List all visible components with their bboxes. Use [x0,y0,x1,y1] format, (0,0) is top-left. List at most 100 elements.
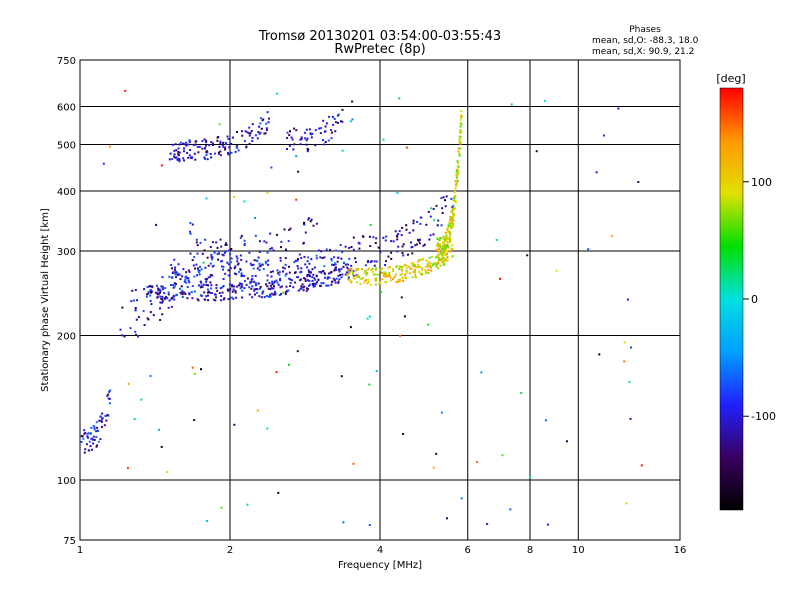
data-point [368,315,371,318]
data-point [419,266,422,268]
data-point [231,136,234,139]
data-point [448,250,451,253]
data-point [291,138,294,141]
data-point [388,271,391,274]
data-point [387,267,390,270]
data-point [267,263,270,266]
data-point [355,269,358,272]
data-point [204,147,206,150]
data-point [367,279,369,282]
data-point [448,239,451,242]
data-point [119,328,122,331]
data-point [243,287,246,290]
data-point [446,256,449,259]
data-point [288,265,290,268]
data-point [330,129,333,131]
data-point [300,138,303,141]
data-point [399,274,402,276]
data-point [351,272,354,275]
data-point [145,295,148,298]
data-point [258,265,261,268]
data-point [82,437,85,440]
data-point [401,245,404,248]
x-tick-label: 10 [572,545,585,556]
data-point [93,426,96,429]
data-point [402,433,405,435]
data-point [90,437,93,440]
data-point [348,278,351,281]
data-point [526,254,529,257]
data-point [460,115,463,118]
data-point [301,283,304,286]
data-point [313,282,316,285]
data-point [322,270,325,272]
data-point [216,139,219,142]
data-point [269,288,272,291]
data-point [149,300,152,302]
data-point [341,149,344,152]
data-point [254,293,256,296]
data-point [173,153,176,156]
data-point [443,241,446,244]
data-point [352,276,355,279]
data-point [366,272,369,275]
data-point [457,147,460,150]
data-point [436,250,439,253]
data-point [437,242,439,245]
data-point [595,171,598,174]
data-point [246,277,249,280]
data-point [92,442,95,445]
data-point [239,268,242,271]
data-point [338,270,341,273]
data-point [92,435,95,438]
data-point [210,287,213,290]
data-point [401,252,404,254]
data-point [332,123,335,126]
data-point [340,257,343,260]
data-point [159,291,161,294]
data-point [240,234,243,237]
data-point [426,264,429,267]
data-point [451,205,454,208]
data-point [424,270,427,273]
data-point [340,268,343,271]
plot-frame [79,59,681,541]
data-point [253,289,256,292]
data-point [447,224,450,227]
data-point [450,248,453,251]
data-point [435,256,438,259]
data-point [294,281,297,284]
data-point [205,150,208,153]
data-point [435,265,438,268]
data-point [275,92,278,95]
data-point [227,298,230,301]
data-point [292,286,295,289]
data-point [374,242,377,244]
data-point [300,278,303,281]
data-point [443,257,445,260]
data-point [458,139,461,142]
data-point [287,289,290,292]
data-point [198,145,201,148]
data-point [288,228,291,231]
data-point [196,274,199,277]
data-point [183,143,186,146]
data-point [84,432,87,434]
data-point [404,263,407,266]
data-point [392,270,395,273]
data-point [288,144,291,147]
data-point [357,268,360,271]
data-point [343,261,346,264]
data-point [442,251,445,254]
data-point [444,249,447,252]
data-point [431,264,434,267]
data-point [171,158,174,161]
data-point [444,199,446,202]
data-point [460,131,463,134]
data-point [323,256,326,259]
data-point [224,244,227,246]
data-point [402,243,405,246]
data-point [428,238,431,241]
data-point [222,141,225,144]
x-tick-label: 4 [377,545,383,556]
